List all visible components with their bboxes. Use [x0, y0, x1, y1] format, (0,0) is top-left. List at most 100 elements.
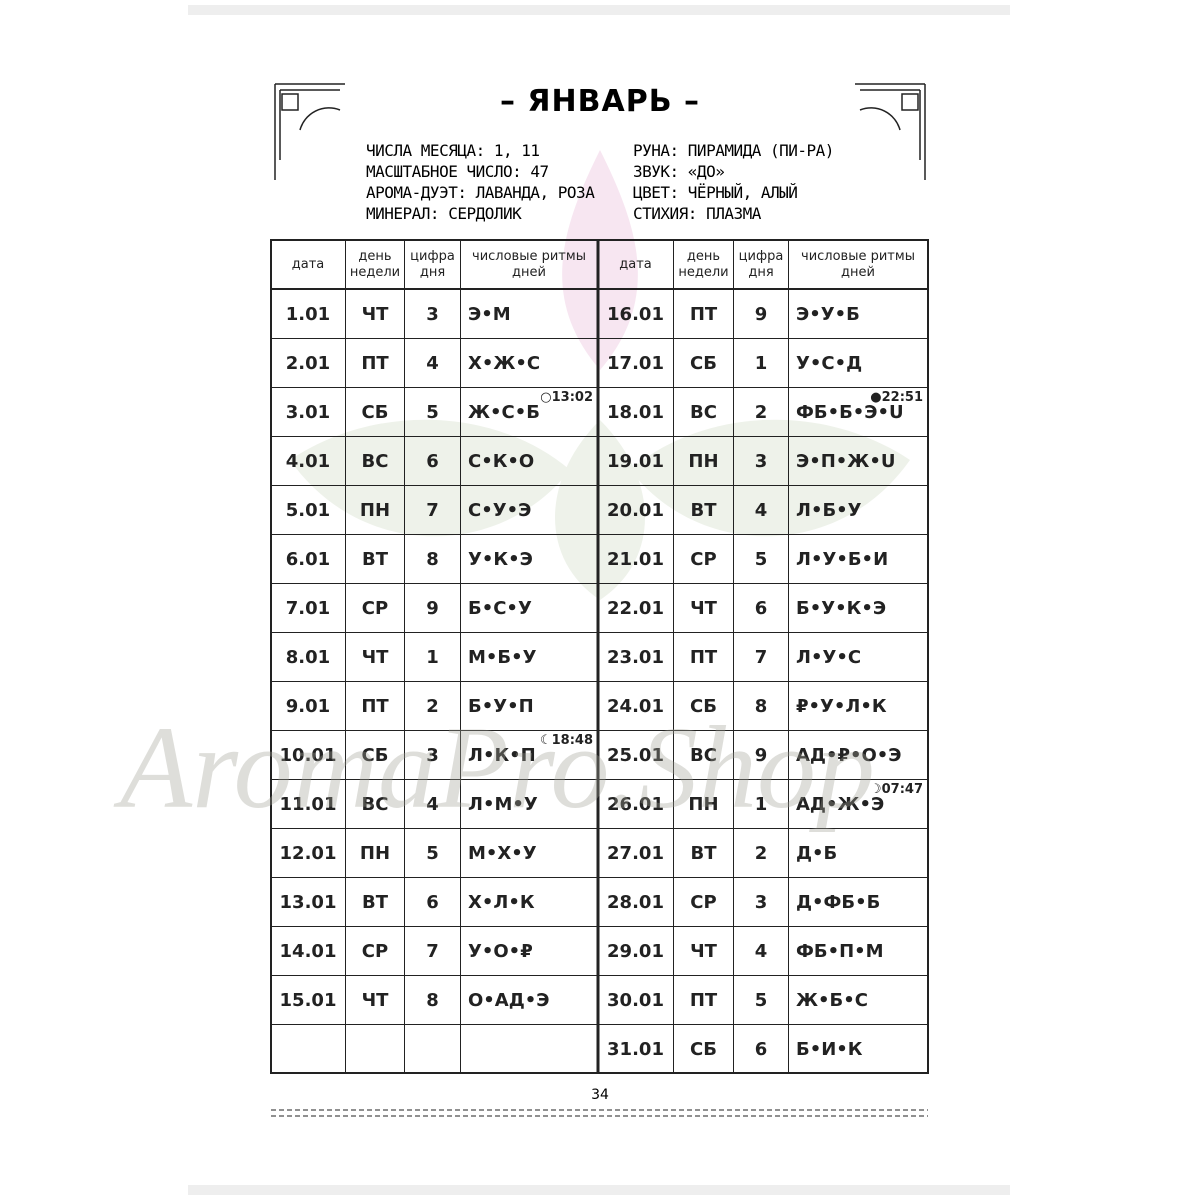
info-left: ЧИСЛА МЕСЯЦА: 1, 11 МАСШТАБНОЕ ЧИСЛО: 47…	[366, 140, 595, 224]
table-cell: 14.01	[271, 927, 346, 976]
table-cell: ЧТ	[346, 290, 405, 339]
table-cell: 8	[405, 976, 461, 1025]
info-line: АРОМА-ДУЭТ: ЛАВАНДА, РОЗА	[366, 183, 595, 202]
info-line: ЦВЕТ: ЧЁРНЫЙ, АЛЫЙ	[633, 183, 798, 202]
table-cell: 13.01	[271, 878, 346, 927]
table-cell: СР	[674, 878, 734, 927]
table-cell: 2	[405, 682, 461, 731]
table-cell: ПН	[346, 829, 405, 878]
table-cell: СБ	[674, 682, 734, 731]
table-cell: 4	[734, 927, 789, 976]
table-cell: О•АД•Э	[461, 976, 598, 1025]
table-cell: 5	[734, 976, 789, 1025]
table-cell: АД•Ж•Э ☽07:47	[789, 780, 928, 829]
table-cell: Л•М•У	[461, 780, 598, 829]
table-cell: СБ	[346, 388, 405, 437]
table-cell: 9	[734, 731, 789, 780]
column-header: числовые ритмы дней	[461, 240, 598, 290]
table-cell: 28.01	[598, 878, 674, 927]
table-cell: 9	[734, 290, 789, 339]
table-cell: ПТ	[674, 976, 734, 1025]
table-cell: 1	[405, 633, 461, 682]
table-cell: 1.01	[271, 290, 346, 339]
table-cell: ВТ	[346, 878, 405, 927]
table-cell: Э•П•Ж•U	[789, 437, 928, 486]
table-cell: СР	[346, 584, 405, 633]
empty-cell	[271, 1025, 346, 1074]
table-cell: 2	[734, 829, 789, 878]
table-cell: Л•К•П ☾18:48	[461, 731, 598, 780]
table-cell: 6	[734, 584, 789, 633]
table-cell: ВС	[346, 437, 405, 486]
table-cell: 3	[405, 731, 461, 780]
table-cell: С•К•О	[461, 437, 598, 486]
info-line: МАСШТАБНОЕ ЧИСЛО: 47	[366, 162, 549, 181]
table-cell: ВТ	[674, 486, 734, 535]
info-right: РУНА: ПИРАМИДА (ПИ-РА) ЗВУК: «ДО» ЦВЕТ: …	[633, 140, 834, 224]
column-header: цифра дня	[405, 240, 461, 290]
info-line: СТИХИЯ: ПЛАЗМА	[633, 204, 761, 223]
table-cell: 8	[734, 682, 789, 731]
top-bar	[188, 5, 1010, 15]
page-number: 34	[591, 1087, 609, 1103]
table-cell: 27.01	[598, 829, 674, 878]
table-cell: Б•У•П	[461, 682, 598, 731]
table-cell: 7.01	[271, 584, 346, 633]
info-line: ЧИСЛА МЕСЯЦА: 1, 11	[366, 141, 540, 160]
table-cell: ВС	[674, 388, 734, 437]
table-cell: ВС	[346, 780, 405, 829]
moon-phase: ☾18:48	[539, 733, 593, 748]
info-line: МИНЕРАЛ: СЕРДОЛИК	[366, 204, 522, 223]
table-cell: 4.01	[271, 437, 346, 486]
table-cell: ПН	[346, 486, 405, 535]
table-cell: 19.01	[598, 437, 674, 486]
table-cell: 7	[405, 486, 461, 535]
table-cell: 8.01	[271, 633, 346, 682]
table-cell: АД•₽•О•Э	[789, 731, 928, 780]
column-header: дата	[271, 240, 346, 290]
table-cell: ₽•У•Л•К	[789, 682, 928, 731]
table-cell: 4	[734, 486, 789, 535]
table-cell: Б•И•К	[789, 1025, 928, 1074]
table-cell: СР	[346, 927, 405, 976]
column-header: день недели	[674, 240, 734, 290]
table-cell: 1	[734, 339, 789, 388]
table-cell: 1	[734, 780, 789, 829]
empty-cell	[346, 1025, 405, 1074]
table-cell: ЧТ	[346, 976, 405, 1025]
table-cell: 11.01	[271, 780, 346, 829]
table-cell: Д•Б	[789, 829, 928, 878]
table-cell: 8	[405, 535, 461, 584]
table-cell: 30.01	[598, 976, 674, 1025]
table-cell: ВС	[674, 731, 734, 780]
table-cell: 3	[734, 878, 789, 927]
table-cell: 3	[405, 290, 461, 339]
table-cell: 21.01	[598, 535, 674, 584]
table-cell: 18.01	[598, 388, 674, 437]
table-cell: ПН	[674, 780, 734, 829]
table-cell: Л•Б•У	[789, 486, 928, 535]
table-cell: 5.01	[271, 486, 346, 535]
table-cell: 24.01	[598, 682, 674, 731]
table-cell: Б•У•К•Э	[789, 584, 928, 633]
table-cell: ПТ	[346, 339, 405, 388]
table-cell: 20.01	[598, 486, 674, 535]
table-cell: М•Х•У	[461, 829, 598, 878]
table-cell: 9	[405, 584, 461, 633]
table-cell: 23.01	[598, 633, 674, 682]
column-header: дата	[598, 240, 674, 290]
table-cell: 31.01	[598, 1025, 674, 1074]
table-cell: 6.01	[271, 535, 346, 584]
table-cell: С•У•Э	[461, 486, 598, 535]
table-cell: ПТ	[346, 682, 405, 731]
table-cell: 17.01	[598, 339, 674, 388]
moon-phase: ☽07:47	[869, 782, 923, 797]
table-cell: 5	[405, 829, 461, 878]
table-cell: Л•У•С	[789, 633, 928, 682]
table-cell: Ж•С•Б ○13:02	[461, 388, 598, 437]
empty-cell	[461, 1025, 598, 1074]
table-cell: ЧТ	[346, 633, 405, 682]
table-cell: 16.01	[598, 290, 674, 339]
table-cell: ПТ	[674, 633, 734, 682]
